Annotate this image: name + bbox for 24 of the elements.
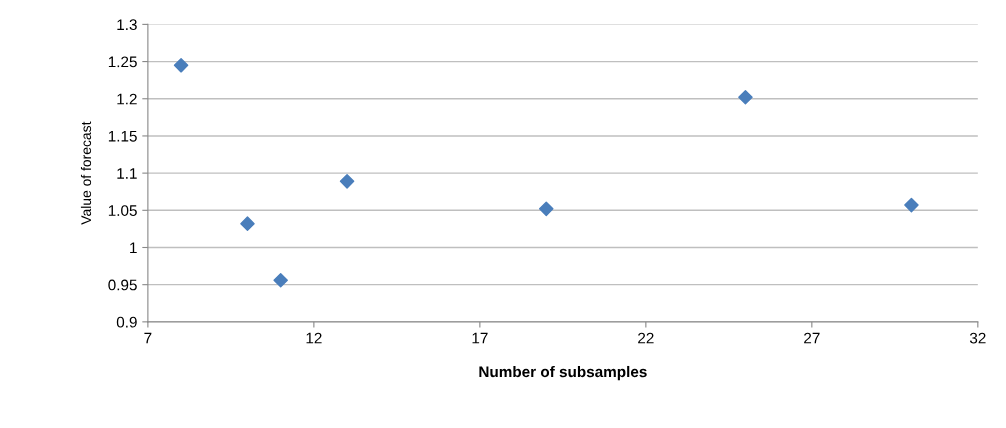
point <box>538 201 554 217</box>
x-tick-label: 17 <box>472 332 488 344</box>
x-axis-title: Number of subsamples <box>479 365 647 381</box>
x-tick-label: 12 <box>306 332 322 344</box>
x-tick-label: 27 <box>804 332 820 344</box>
y-tick-label: 1.3 <box>117 19 137 31</box>
point <box>273 272 288 288</box>
point <box>173 58 189 73</box>
y-tick-label: 1.2 <box>117 93 137 105</box>
x-tick-label: 22 <box>638 332 654 344</box>
x-tick-label: 7 <box>144 332 152 344</box>
point <box>904 197 919 213</box>
y-tick-label: 1.15 <box>108 130 137 142</box>
point <box>339 174 355 189</box>
y-tick-label: 0.95 <box>108 279 137 291</box>
y-tick-label: 1.05 <box>108 205 137 216</box>
point <box>738 89 753 105</box>
point <box>240 216 255 231</box>
y-tick-label: 1.1 <box>117 168 137 179</box>
y-axis-title: Value of forecast <box>80 121 92 225</box>
y-tick-label: 1 <box>130 242 137 254</box>
y-tick-label: 0.9 <box>116 316 137 328</box>
y-tick-label: 1.25 <box>108 56 137 68</box>
x-tick-label: 32 <box>969 332 986 344</box>
